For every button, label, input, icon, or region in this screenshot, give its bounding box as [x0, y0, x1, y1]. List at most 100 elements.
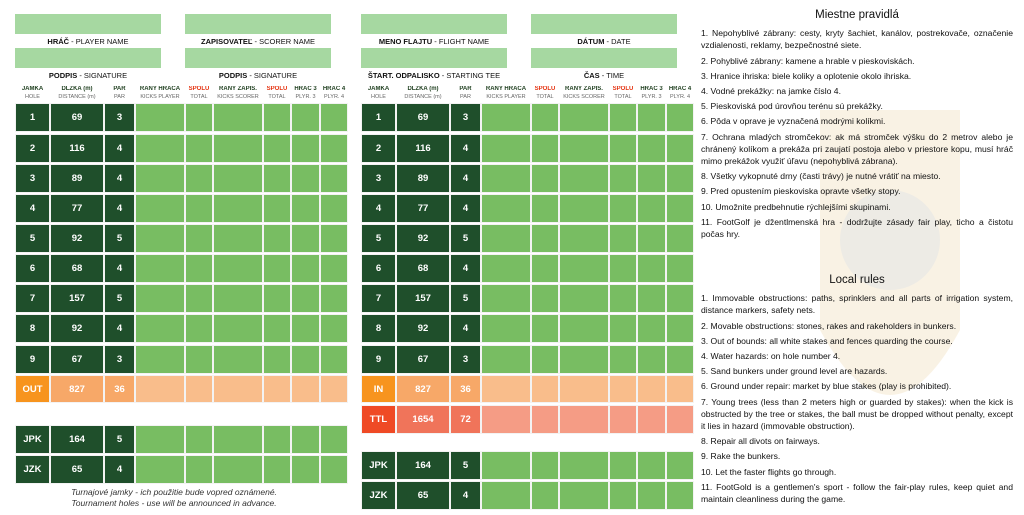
player3-input[interactable]	[291, 164, 320, 193]
kicks-player-input[interactable]	[481, 345, 531, 374]
kicks-player-input[interactable]	[135, 134, 185, 163]
total-scorer-input[interactable]	[609, 194, 637, 223]
player4-input[interactable]	[666, 134, 694, 163]
kicks-player-input[interactable]	[481, 103, 531, 132]
total-player-input[interactable]	[531, 224, 559, 253]
player4-input[interactable]	[320, 455, 348, 484]
kicks-player-input[interactable]	[481, 481, 531, 510]
player3-input[interactable]	[291, 224, 320, 253]
player4-input[interactable]	[666, 164, 694, 193]
player3-input[interactable]	[637, 103, 666, 132]
kicks-player-input[interactable]	[481, 314, 531, 343]
kicks-player-input[interactable]	[481, 224, 531, 253]
total-scorer-input[interactable]	[609, 284, 637, 313]
kicks-scorer-input[interactable]	[559, 451, 609, 480]
kicks-player-input[interactable]	[135, 425, 185, 454]
total-player-input[interactable]	[185, 284, 213, 313]
kicks-scorer-input[interactable]	[213, 254, 263, 283]
total-player-input[interactable]	[531, 254, 559, 283]
kicks-scorer-input[interactable]	[559, 284, 609, 313]
total-scorer-input[interactable]	[263, 103, 291, 132]
player3-input[interactable]	[291, 375, 320, 403]
total-scorer-input[interactable]	[263, 254, 291, 283]
right_card-field-0[interactable]	[361, 14, 507, 34]
total-scorer-input[interactable]	[263, 194, 291, 223]
kicks-scorer-input[interactable]	[213, 103, 263, 132]
kicks-scorer-input[interactable]	[213, 375, 263, 403]
kicks-player-input[interactable]	[481, 164, 531, 193]
player3-input[interactable]	[637, 345, 666, 374]
player4-input[interactable]	[666, 345, 694, 374]
player3-input[interactable]	[291, 134, 320, 163]
player3-input[interactable]	[637, 284, 666, 313]
player4-input[interactable]	[666, 481, 694, 510]
player4-input[interactable]	[320, 375, 348, 403]
total-scorer-input[interactable]	[609, 134, 637, 163]
player3-input[interactable]	[291, 254, 320, 283]
kicks-scorer-input[interactable]	[559, 314, 609, 343]
total-player-input[interactable]	[531, 345, 559, 374]
player4-input[interactable]	[666, 375, 694, 403]
kicks-scorer-input[interactable]	[559, 375, 609, 403]
kicks-player-input[interactable]	[135, 254, 185, 283]
right_card-field-3[interactable]	[531, 48, 677, 68]
player3-input[interactable]	[291, 284, 320, 313]
kicks-scorer-input[interactable]	[213, 194, 263, 223]
total-player-input[interactable]	[531, 451, 559, 480]
player3-input[interactable]	[637, 314, 666, 343]
total-scorer-input[interactable]	[263, 375, 291, 403]
total-scorer-input[interactable]	[609, 451, 637, 480]
kicks-scorer-input[interactable]	[213, 314, 263, 343]
player3-input[interactable]	[637, 164, 666, 193]
kicks-player-input[interactable]	[481, 405, 531, 434]
player4-input[interactable]	[320, 284, 348, 313]
total-scorer-input[interactable]	[263, 345, 291, 374]
total-player-input[interactable]	[185, 224, 213, 253]
total-player-input[interactable]	[185, 314, 213, 343]
total-scorer-input[interactable]	[263, 224, 291, 253]
player4-input[interactable]	[666, 405, 694, 434]
total-scorer-input[interactable]	[263, 455, 291, 484]
kicks-player-input[interactable]	[135, 164, 185, 193]
total-player-input[interactable]	[185, 375, 213, 403]
total-scorer-input[interactable]	[263, 134, 291, 163]
total-player-input[interactable]	[185, 164, 213, 193]
total-player-input[interactable]	[531, 375, 559, 403]
total-player-input[interactable]	[531, 194, 559, 223]
player4-input[interactable]	[320, 164, 348, 193]
total-player-input[interactable]	[531, 405, 559, 434]
total-player-input[interactable]	[185, 134, 213, 163]
kicks-scorer-input[interactable]	[559, 254, 609, 283]
player4-input[interactable]	[320, 314, 348, 343]
player4-input[interactable]	[666, 194, 694, 223]
player3-input[interactable]	[291, 103, 320, 132]
kicks-scorer-input[interactable]	[213, 164, 263, 193]
player4-input[interactable]	[320, 425, 348, 454]
total-scorer-input[interactable]	[609, 254, 637, 283]
player4-input[interactable]	[320, 134, 348, 163]
player3-input[interactable]	[637, 254, 666, 283]
kicks-scorer-input[interactable]	[559, 345, 609, 374]
total-scorer-input[interactable]	[609, 481, 637, 510]
total-player-input[interactable]	[185, 455, 213, 484]
player4-input[interactable]	[320, 254, 348, 283]
left_card-field-1[interactable]	[185, 14, 331, 34]
kicks-player-input[interactable]	[135, 284, 185, 313]
total-player-input[interactable]	[185, 194, 213, 223]
player4-input[interactable]	[666, 224, 694, 253]
total-scorer-input[interactable]	[609, 345, 637, 374]
kicks-scorer-input[interactable]	[213, 345, 263, 374]
total-player-input[interactable]	[531, 103, 559, 132]
total-player-input[interactable]	[531, 314, 559, 343]
player3-input[interactable]	[637, 224, 666, 253]
kicks-player-input[interactable]	[481, 451, 531, 480]
kicks-player-input[interactable]	[481, 284, 531, 313]
player4-input[interactable]	[320, 224, 348, 253]
player3-input[interactable]	[637, 451, 666, 480]
kicks-scorer-input[interactable]	[559, 164, 609, 193]
player4-input[interactable]	[666, 284, 694, 313]
total-player-input[interactable]	[531, 164, 559, 193]
right_card-field-2[interactable]	[361, 48, 507, 68]
kicks-scorer-input[interactable]	[559, 224, 609, 253]
left_card-field-2[interactable]	[15, 48, 161, 68]
